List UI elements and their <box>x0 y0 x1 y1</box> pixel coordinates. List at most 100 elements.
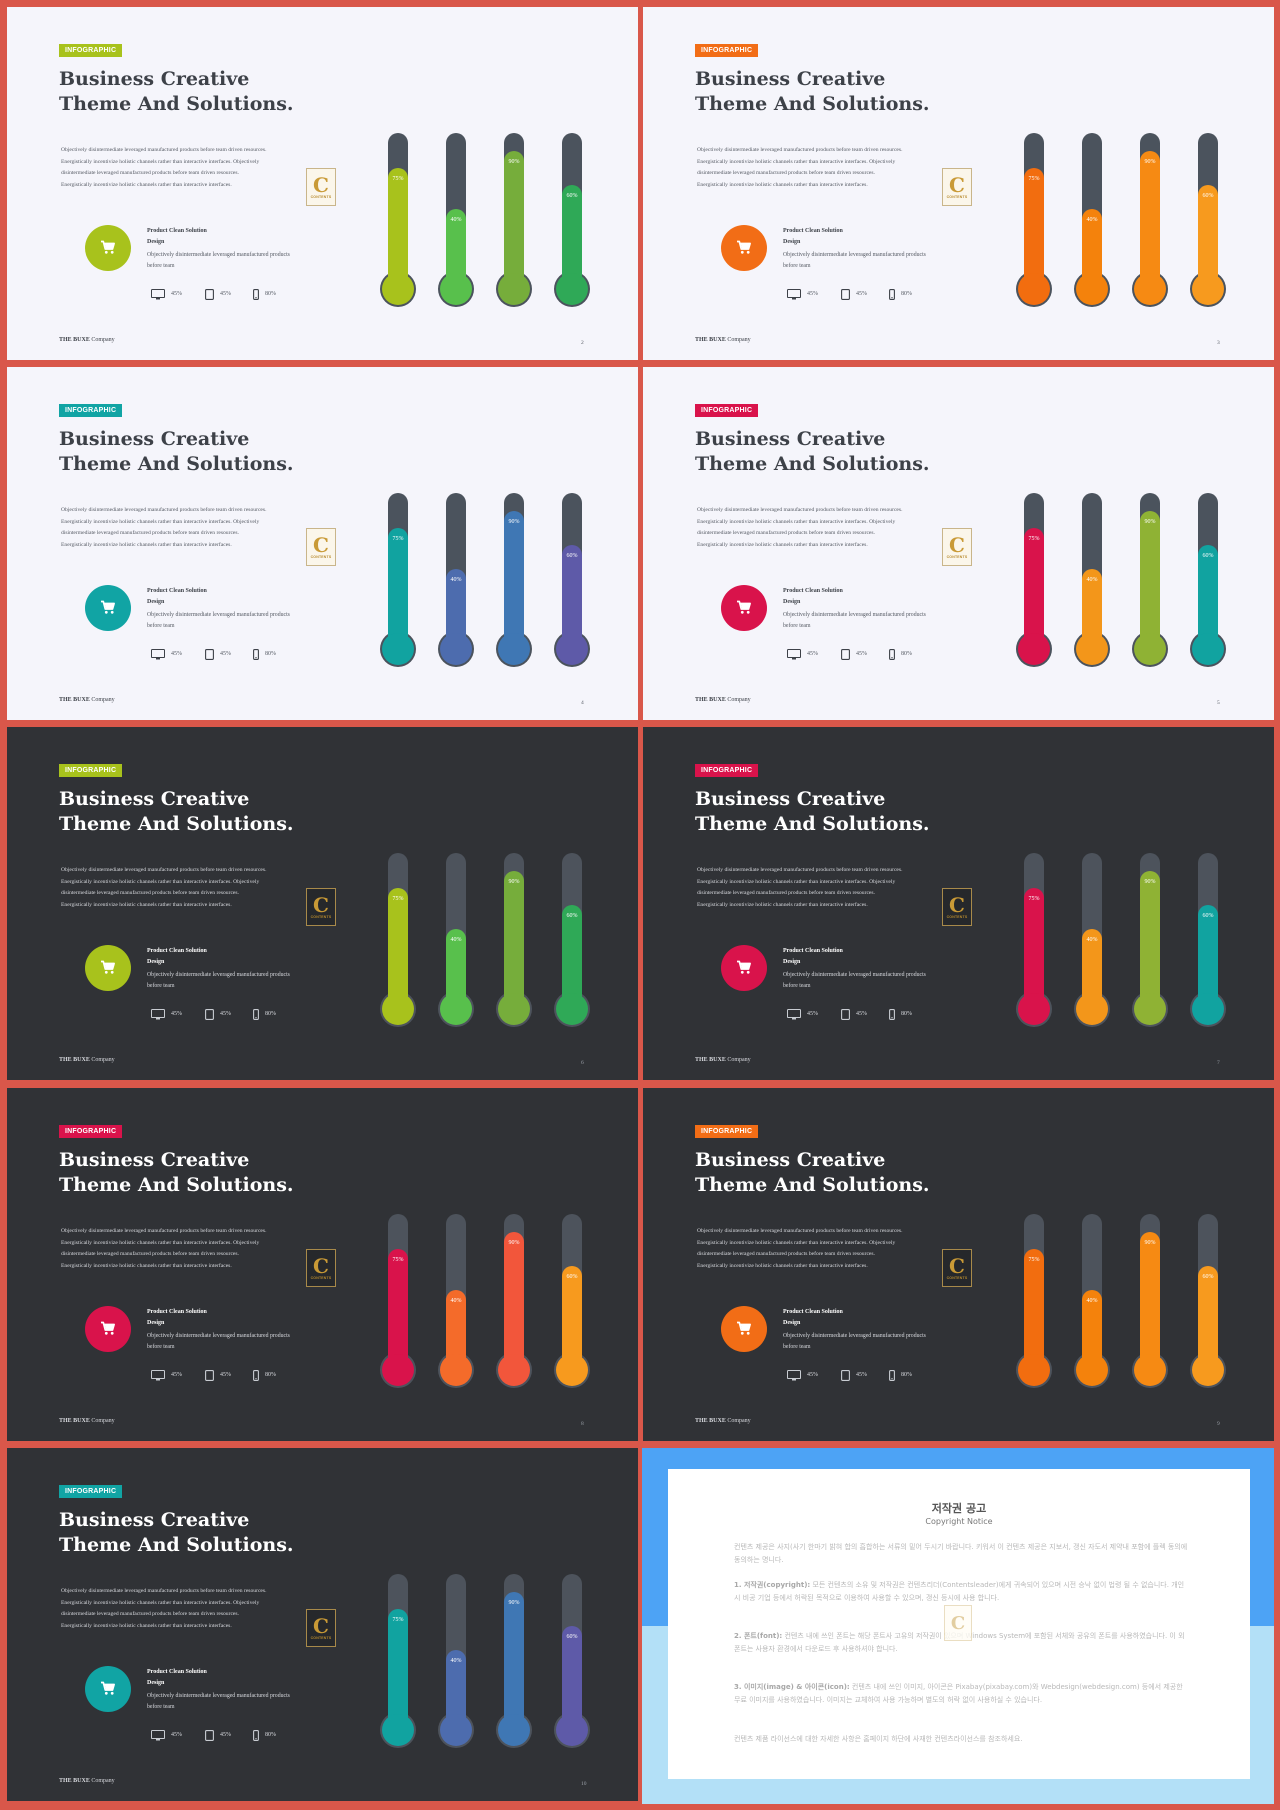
thermometer-value-label: 90% <box>508 519 520 525</box>
thermometer-bulb <box>382 273 414 305</box>
monitor-icon <box>151 1369 165 1381</box>
cart-icon <box>101 960 115 974</box>
thermometer-bulb <box>1134 273 1166 305</box>
thermometer-value-label: 90% <box>1144 519 1156 525</box>
footer-brand-suffix: Company <box>89 337 115 343</box>
slide-footer-brand: THE BUXE Company <box>695 1057 751 1063</box>
thermometer-bar: 40% <box>1074 1214 1110 1388</box>
product-title-line: Design <box>147 959 165 965</box>
thermometer-value-label: 60% <box>566 1634 578 1640</box>
device-stat: 45% <box>787 648 818 660</box>
page-number: 2 <box>581 340 584 346</box>
thermometer-value-label: 60% <box>566 913 578 919</box>
thermometer-bar: 90% <box>496 853 532 1027</box>
device-stat: 45% <box>841 648 867 660</box>
product-description-line: before team <box>783 1344 811 1350</box>
footer-brand-name: THE BUXE <box>695 337 726 343</box>
slide-title: Business Creative Theme And Solutions. <box>59 427 329 477</box>
device-stat-value: 45% <box>807 291 818 297</box>
contents-logo-text: CONTENTS <box>946 555 968 559</box>
description-line: Objectively disintermediate leveraged ma… <box>61 507 267 513</box>
device-stat: 45% <box>205 288 231 300</box>
contents-logo-glyph: C <box>949 533 965 557</box>
thermometer-fill <box>1024 1249 1044 1362</box>
description-line: Objectively disintermediate leveraged ma… <box>697 867 903 873</box>
contents-logo-glyph: C <box>949 1254 965 1278</box>
notice-subtitle: Copyright Notice <box>925 1517 993 1526</box>
product-title-line: Product Clean Solution <box>147 588 207 594</box>
tablet-icon <box>205 648 214 660</box>
contents-logo-text: CONTENTS <box>946 1276 968 1280</box>
thermometer-fill <box>504 1232 524 1362</box>
thermometer-bulb <box>556 1714 588 1746</box>
thermometer-value-label: 90% <box>1144 1240 1156 1246</box>
footer-brand-name: THE BUXE <box>59 697 90 703</box>
slide-footer-brand: THE BUXE Company <box>59 697 115 703</box>
thermometer-bar: 60% <box>1190 493 1226 667</box>
cart-icon-circle <box>721 585 767 631</box>
cart-icon <box>101 240 115 254</box>
product-title-line: Design <box>147 239 165 245</box>
thermometer-fill <box>1082 209 1102 281</box>
contents-logo-watermark: C <box>944 1605 972 1641</box>
notice-section-image: 3. 이미지(image) & 아이콘(icon): 컨텐츠 내에 쓰인 이미지… <box>734 1681 1189 1707</box>
thermometer-bulb <box>382 1354 414 1386</box>
device-stat: 45% <box>841 1369 867 1381</box>
thermometer-bar: 60% <box>554 493 590 667</box>
product-description: Objectively disintermediate leveraged ma… <box>147 610 322 632</box>
thermometer-value-label: 90% <box>508 1600 520 1606</box>
product-description-line: before team <box>147 1344 175 1350</box>
slide-title-line: Business Creative <box>695 1149 886 1171</box>
product-description-line: Objectively disintermediate leveraged ma… <box>147 252 290 258</box>
device-stat-value: 45% <box>807 651 818 657</box>
thermometer-fill <box>562 1626 582 1722</box>
product-title-line: Product Clean Solution <box>147 228 207 234</box>
thermometer-value-label: 60% <box>1202 193 1214 199</box>
thermometer-value-label: 40% <box>1086 577 1098 583</box>
contents-logo-glyph: C <box>949 893 965 917</box>
device-stat-value: 45% <box>220 1011 231 1017</box>
notice-outro: 컨텐츠 제품 라이선스에 대한 자세한 사항은 홈페이지 하단에 사재한 컨텐츠… <box>734 1735 1023 1743</box>
contents-logo-badge: C CONTENTS <box>942 1249 972 1287</box>
thermometer-value-label: 90% <box>508 879 520 885</box>
product-title: Product Clean Solution Design <box>783 946 903 968</box>
thermometer-fill <box>388 1609 408 1722</box>
phone-icon <box>253 1729 259 1741</box>
contents-logo-glyph: C <box>313 1254 329 1278</box>
product-description-line: before team <box>783 983 811 989</box>
device-stat: 80% <box>253 648 276 660</box>
thermometer-value-label: 90% <box>508 159 520 165</box>
thermometer-bar: 60% <box>554 853 590 1027</box>
thermometer-value-label: 40% <box>1086 1298 1098 1304</box>
product-title-line: Design <box>147 599 165 605</box>
device-stat-value: 80% <box>265 651 276 657</box>
notice-title: 저작권 공고 <box>931 1502 987 1515</box>
infographic-slide: INFOGRAPHIC Business Creative Theme And So… <box>7 7 638 360</box>
thermometer-value-label: 40% <box>450 577 462 583</box>
page-number: 8 <box>581 1421 584 1427</box>
device-stat-value: 45% <box>856 1372 867 1378</box>
device-stat: 80% <box>889 288 912 300</box>
contents-logo-badge: C CONTENTS <box>942 168 972 206</box>
thermometer-bar: 40% <box>438 493 474 667</box>
cart-icon <box>737 600 751 614</box>
device-stat-value: 45% <box>856 651 867 657</box>
slide-title-line: Theme And Solutions. <box>59 453 294 475</box>
device-stat-value: 45% <box>220 1732 231 1738</box>
product-title-line: Product Clean Solution <box>783 228 843 234</box>
cart-icon <box>737 240 751 254</box>
description-line: Energistically incentivize holistic chan… <box>697 1262 868 1269</box>
thermometer-value-label: 40% <box>450 1298 462 1304</box>
description-line: Energistically incentivize holistic chan… <box>61 1622 232 1629</box>
product-description-line: Objectively disintermediate leveraged ma… <box>147 612 290 618</box>
thermometer-bulb <box>1018 273 1050 305</box>
device-stat: 80% <box>253 1369 276 1381</box>
description-line: Energistically incentivize holistic chan… <box>697 158 896 165</box>
thermometer-value-label: 60% <box>1202 1274 1214 1280</box>
slide-description: Objectively disintermediate leveraged ma… <box>697 145 967 191</box>
thermometer-bar: 60% <box>1190 853 1226 1027</box>
phone-icon <box>889 648 895 660</box>
thermometer-bar: 40% <box>1074 493 1110 667</box>
footer-brand-suffix: Company <box>725 1418 751 1424</box>
slide-title-line: Theme And Solutions. <box>695 813 930 835</box>
